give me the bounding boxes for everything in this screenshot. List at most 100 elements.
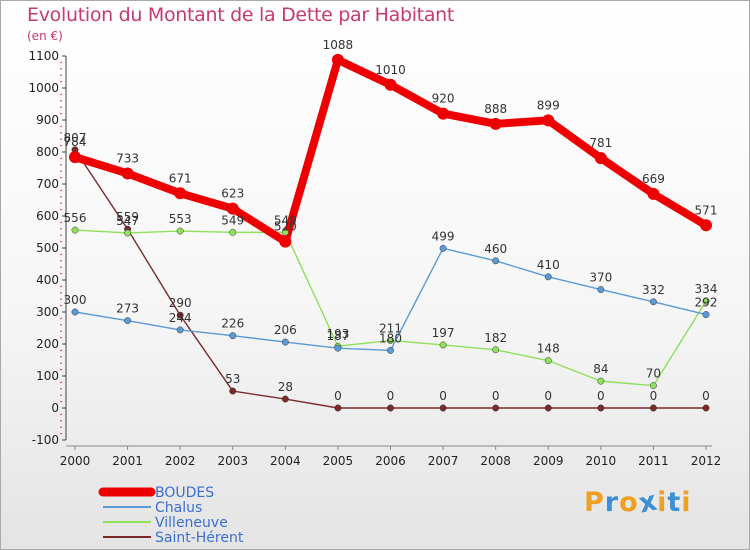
data-label-villeneuve: 182 [484, 331, 507, 345]
data-point-saint-herent [334, 404, 342, 412]
chart-unit-label: (en €) [27, 29, 63, 43]
logo-letter: t [667, 487, 682, 518]
y-tick-label: 400 [36, 273, 59, 287]
data-label-villeneuve: 193 [326, 327, 349, 341]
y-tick-label: 200 [36, 337, 59, 351]
data-label-boudes: 520 [274, 220, 297, 234]
data-point-chalus [229, 332, 237, 340]
legend-label-chalus: Chalus [155, 500, 202, 516]
data-point-chalus [649, 298, 657, 306]
data-point-chalus [544, 273, 552, 281]
data-point-boudes [121, 167, 134, 180]
data-point-chalus [124, 317, 132, 325]
data-label-boudes: 1088 [323, 38, 354, 52]
y-tick-label: 1000 [28, 81, 59, 95]
x-tick-label: 2002 [165, 454, 196, 468]
data-point-chalus [281, 338, 289, 346]
data-point-villeneuve [71, 226, 79, 234]
data-label-chalus: 460 [484, 242, 507, 256]
data-label-chalus: 244 [169, 311, 192, 325]
y-tick-label: 0 [51, 401, 59, 415]
data-point-saint-herent [492, 404, 500, 412]
data-label-villeneuve: 549 [274, 213, 297, 227]
data-point-boudes [700, 219, 712, 232]
y-tick-label: 700 [36, 177, 59, 191]
data-point-villeneuve [492, 346, 500, 354]
y-tick-label: 1100 [28, 49, 59, 63]
data-label-boudes: 920 [432, 92, 455, 106]
data-label-boudes: 671 [169, 171, 192, 185]
data-point-chalus [334, 344, 342, 352]
data-label-saint-herent: 0 [334, 389, 342, 403]
data-label-chalus: 370 [589, 271, 612, 285]
y-tick-label: -100 [32, 433, 59, 447]
data-label-chalus: 206 [274, 323, 297, 337]
y-tick-label: 300 [36, 305, 59, 319]
data-label-chalus: 180 [379, 331, 402, 345]
data-label-saint-herent: 0 [597, 389, 605, 403]
data-label-saint-herent: 28 [278, 380, 293, 394]
y-tick-label: 500 [36, 241, 59, 255]
data-point-saint-herent [387, 404, 394, 412]
data-point-saint-herent [544, 404, 552, 412]
data-label-saint-herent: 290 [169, 296, 192, 310]
data-label-saint-herent: 0 [702, 389, 710, 403]
y-tick-label: 100 [36, 369, 59, 383]
logo-letter: i [681, 487, 692, 518]
data-point-boudes [69, 151, 81, 164]
proxiti-logo: Proxiti [584, 485, 692, 519]
data-label-chalus: 499 [432, 229, 455, 243]
data-label-saint-herent: 0 [492, 389, 500, 403]
data-point-saint-herent [176, 311, 184, 319]
data-point-saint-herent [649, 404, 657, 412]
data-label-villeneuve: 197 [432, 326, 455, 340]
data-label-boudes: 623 [221, 187, 244, 201]
data-point-chalus [71, 308, 79, 316]
data-label-saint-herent: 0 [650, 389, 658, 403]
data-point-villeneuve [176, 227, 184, 235]
x-tick-label: 2005 [323, 454, 354, 468]
y-tick-label: 800 [36, 145, 59, 159]
y-tick-label: 900 [36, 113, 59, 127]
data-point-boudes [174, 187, 187, 200]
x-tick-label: 2001 [112, 454, 143, 468]
data-label-boudes: 733 [116, 151, 139, 165]
data-point-boudes [226, 202, 239, 215]
data-label-boudes: 781 [589, 136, 612, 150]
y-tick-label: 600 [36, 209, 59, 223]
data-point-saint-herent [439, 404, 447, 412]
data-point-villeneuve [597, 377, 605, 385]
x-tick-label: 2007 [428, 454, 459, 468]
data-label-boudes: 669 [642, 172, 665, 186]
x-tick-label: 2009 [533, 454, 564, 468]
data-point-saint-herent [281, 395, 289, 403]
data-label-villeneuve: 334 [695, 282, 718, 296]
data-label-chalus: 226 [221, 317, 244, 331]
data-label-boudes: 571 [695, 203, 718, 217]
data-label-villeneuve: 70 [646, 367, 661, 381]
data-label-chalus: 300 [64, 293, 87, 307]
data-point-villeneuve [544, 357, 552, 365]
data-point-villeneuve [124, 229, 132, 237]
data-point-boudes [647, 187, 660, 200]
data-point-boudes [384, 78, 397, 91]
data-point-villeneuve [387, 337, 394, 344]
data-label-chalus: 410 [537, 258, 560, 272]
legend-label-saint-herent: Saint-Hérent [155, 530, 244, 546]
data-label-boudes: 1010 [375, 63, 406, 77]
data-label-boudes: 899 [537, 98, 560, 112]
legend-label-villeneuve: Villeneuve [155, 515, 228, 531]
x-tick-label: 2004 [270, 454, 301, 468]
data-point-chalus [597, 286, 605, 294]
data-point-boudes [437, 107, 450, 120]
data-label-saint-herent: 53 [225, 372, 240, 386]
data-label-villeneuve: 556 [64, 211, 87, 225]
data-label-boudes: 784 [64, 135, 87, 149]
x-tick-label: 2008 [480, 454, 511, 468]
data-label-chalus: 332 [642, 283, 665, 297]
chart-title: Evolution du Montant de la Dette par Hab… [27, 4, 455, 26]
data-label-saint-herent: 0 [387, 389, 395, 403]
data-label-saint-herent: 807 [64, 131, 87, 145]
data-point-villeneuve [229, 228, 237, 236]
